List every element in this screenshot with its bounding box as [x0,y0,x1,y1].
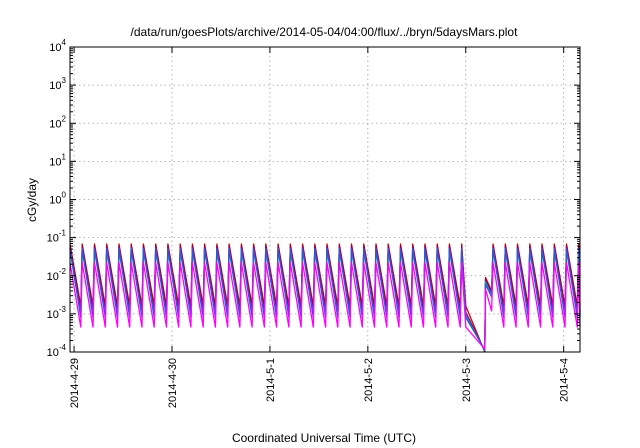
x-tick-label: 2014-5-1 [265,358,277,402]
x-tick-label: 2014-4-29 [69,358,81,408]
y-tick-label: 10-1 [47,229,67,245]
y-tick-label: 10-4 [47,343,67,359]
y-tick-label: 102 [49,114,66,130]
y-tick-label: 101 [49,152,66,168]
chart-title: /data/run/goesPlots/archive/2014-05-04/0… [131,25,519,39]
y-tick-label: 104 [49,38,66,54]
y-tick-labels: 10-4 10-3 10-2 10-1 100 101 102 103 104 [47,38,67,359]
x-tick-label: 2014-5-3 [461,358,473,402]
y-axis-title: cGy/day [25,178,39,222]
y-tick-label: 10-2 [47,267,67,283]
x-tick-label: 2014-5-4 [559,358,571,402]
x-tick-labels: 2014-4-29 2014-4-30 2014-5-1 2014-5-2 2014-5… [69,358,571,408]
grid-lines [70,46,580,353]
x-tick-label: 2014-4-30 [167,358,179,408]
y-tick-label: 100 [49,191,66,207]
series-line [69,262,581,350]
x-axis-title: Coordinated Universal Time (UTC) [232,431,416,445]
series-line [69,245,581,352]
x-tick-label: 2014-5-2 [363,358,375,402]
tick-marks [70,46,580,353]
series-lines [69,243,581,353]
y-tick-label: 103 [49,76,66,92]
y-tick-label: 10-3 [47,305,67,321]
